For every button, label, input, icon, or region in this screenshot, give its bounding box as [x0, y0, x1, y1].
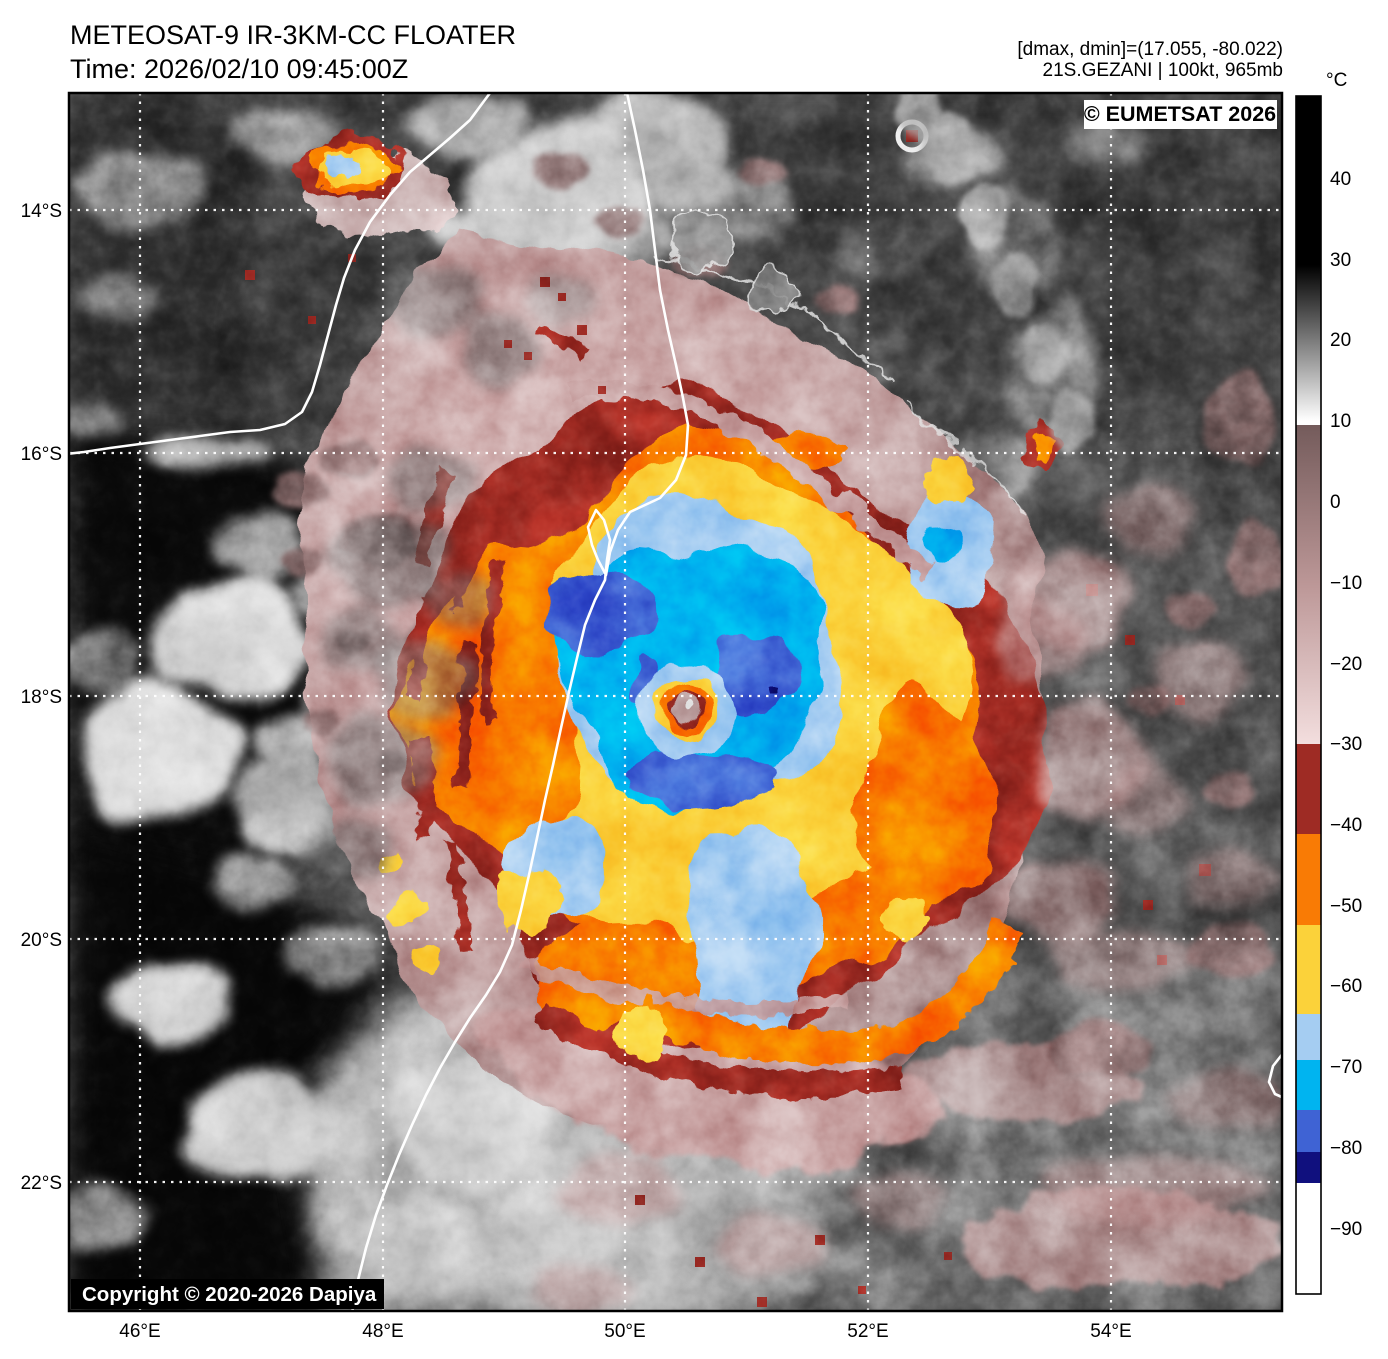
svg-text:0: 0 — [1330, 492, 1341, 513]
svg-text:52°E: 52°E — [847, 1321, 888, 1342]
svg-text:22°S: 22°S — [21, 1173, 62, 1194]
svg-text:−30: −30 — [1330, 734, 1362, 755]
svg-text:−90: −90 — [1330, 1219, 1362, 1240]
svg-text:14°S: 14°S — [21, 201, 62, 222]
svg-text:−60: −60 — [1330, 976, 1362, 997]
svg-text:Copyright © 2020-2026 Dapiya: Copyright © 2020-2026 Dapiya — [82, 1283, 377, 1306]
svg-text:21S.GEZANI | 100kt, 965mb: 21S.GEZANI | 100kt, 965mb — [1043, 60, 1283, 81]
svg-text:54°E: 54°E — [1090, 1321, 1131, 1342]
svg-text:48°E: 48°E — [362, 1321, 403, 1342]
svg-text:°C: °C — [1326, 70, 1347, 91]
svg-text:−10: −10 — [1330, 573, 1362, 594]
svg-text:−20: −20 — [1330, 654, 1362, 675]
svg-text:40: 40 — [1330, 169, 1351, 190]
svg-text:50°E: 50°E — [604, 1321, 645, 1342]
svg-text:−50: −50 — [1330, 896, 1362, 917]
svg-text:Time: 2026/02/10 09:45:00Z: Time: 2026/02/10 09:45:00Z — [70, 54, 408, 84]
svg-text:46°E: 46°E — [119, 1321, 160, 1342]
svg-text:16°S: 16°S — [21, 444, 62, 465]
svg-text:[dmax, dmin]=(17.055, -80.022): [dmax, dmin]=(17.055, -80.022) — [1017, 39, 1283, 60]
svg-text:−70: −70 — [1330, 1057, 1362, 1078]
svg-text:20°S: 20°S — [21, 930, 62, 951]
svg-text:30: 30 — [1330, 250, 1351, 271]
svg-text:20: 20 — [1330, 330, 1351, 351]
svg-text:18°S: 18°S — [21, 687, 62, 708]
svg-text:METEOSAT-9 IR-3KM-CC FLOATER: METEOSAT-9 IR-3KM-CC FLOATER — [70, 20, 516, 50]
svg-text:© EUMETSAT 2026: © EUMETSAT 2026 — [1084, 102, 1276, 126]
svg-text:−40: −40 — [1330, 815, 1362, 836]
svg-text:10: 10 — [1330, 411, 1351, 432]
svg-text:−80: −80 — [1330, 1138, 1362, 1159]
